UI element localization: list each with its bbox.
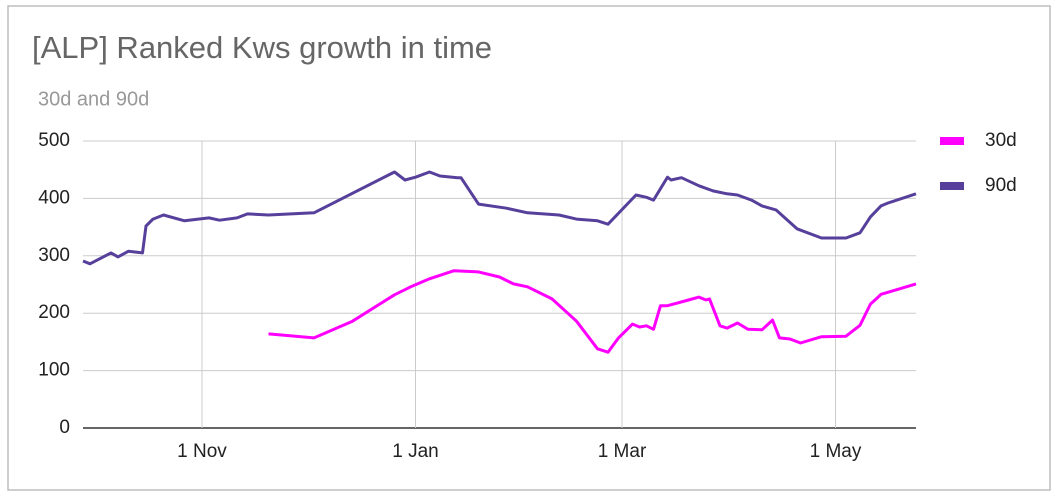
chart-title: [ALP] Ranked Kws growth in time <box>32 30 492 65</box>
x-tick-label: 1 Mar <box>598 441 647 462</box>
y-tick-label: 500 <box>38 130 70 151</box>
y-tick-label: 100 <box>38 360 70 381</box>
x-tick-label: 1 Nov <box>177 441 227 462</box>
line-series <box>82 170 917 266</box>
line-series <box>268 269 917 354</box>
legend-swatch <box>940 182 964 190</box>
legend-swatch <box>940 137 964 145</box>
legend-label: 30d <box>985 130 1017 151</box>
y-tick-label: 200 <box>38 302 70 323</box>
chart-frame <box>7 5 1051 491</box>
y-tick-label: 300 <box>38 245 70 266</box>
chart-subtitle: 30d and 90d <box>38 88 149 110</box>
legend-label: 90d <box>985 175 1017 196</box>
x-tick-label: 1 Jan <box>392 441 438 462</box>
y-tick-label: 400 <box>38 187 70 208</box>
x-tick-label: 1 May <box>810 441 862 462</box>
y-tick-label: 0 <box>59 417 70 438</box>
